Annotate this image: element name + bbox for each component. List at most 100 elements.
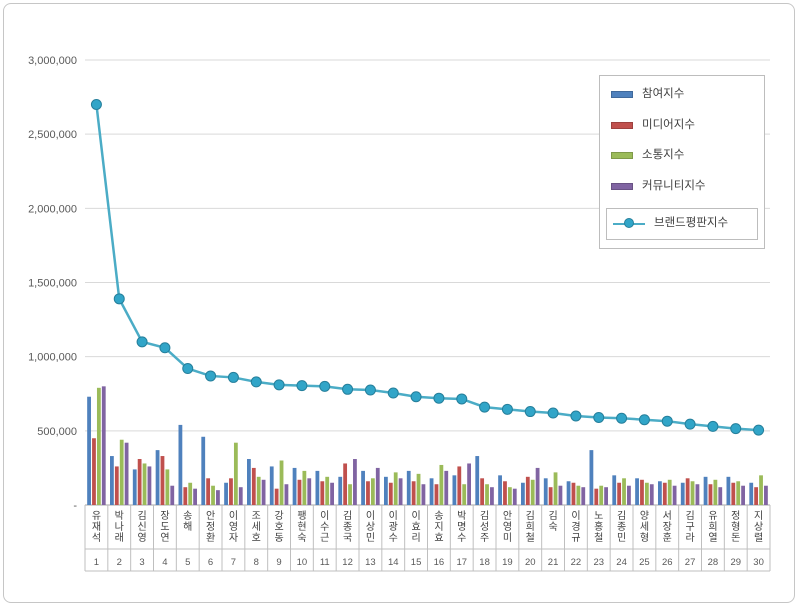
category-label: 숙 (297, 532, 306, 544)
bar-series-0 (566, 481, 571, 505)
line-marker (319, 380, 331, 392)
category-label: 상 (366, 521, 375, 533)
rank-label: 2 (117, 557, 122, 568)
line-marker (501, 403, 513, 415)
category-label: 지 (434, 521, 443, 533)
bar-series-1 (92, 438, 96, 505)
bar-series-0 (680, 482, 685, 505)
bar-series-2 (348, 484, 352, 505)
bar-series-3 (718, 487, 723, 505)
category-label: 호 (274, 521, 283, 533)
line-marker (90, 99, 102, 110)
category-label: 수 (389, 532, 398, 544)
category-label: 동 (274, 532, 283, 544)
category-label: 양 (640, 510, 649, 522)
line-marker (684, 418, 696, 430)
rank-label: 18 (479, 557, 490, 568)
bar-series-1 (160, 456, 165, 505)
bar-series-3 (353, 459, 357, 505)
category-label: 김 (480, 510, 489, 522)
category-label: 미 (503, 532, 512, 544)
bar-series-2 (188, 482, 193, 505)
category-label: 홍 (594, 520, 603, 533)
bar-series-0 (178, 424, 183, 505)
community-bar-swatch-icon (611, 182, 633, 190)
rank-label: 28 (708, 557, 719, 568)
rank-label: 8 (254, 557, 259, 568)
legend-label: 커뮤니티지수 (642, 179, 706, 192)
bar-series-0 (726, 476, 731, 505)
bar-series-3 (238, 487, 243, 505)
line-swatch-marker (624, 218, 634, 229)
line-marker (638, 414, 650, 426)
legend: 참여지수 미디어지수 소통지수 커뮤니티지수 브랜드평판지수 (599, 75, 765, 249)
y-axis-label: 500,000 (37, 426, 77, 438)
category-label: 종 (343, 521, 352, 533)
y-axis-label: 3,000,000 (28, 55, 77, 67)
bar-series-2 (302, 470, 307, 505)
category-label: 박 (457, 510, 466, 522)
category-label: 자 (229, 532, 238, 544)
bar-series-0 (269, 466, 274, 505)
bar-series-3 (649, 484, 654, 505)
line-marker (250, 376, 262, 388)
category-label: 훈 (663, 531, 672, 544)
bar-series-3 (512, 488, 517, 505)
line-marker (524, 406, 536, 418)
category-label: 라 (685, 532, 694, 544)
category-label: 김 (137, 510, 146, 522)
category-label: 김 (526, 510, 535, 522)
rank-label: 30 (753, 557, 764, 568)
bar-series-2 (690, 481, 695, 505)
category-label: 신 (137, 521, 146, 533)
bar-series-0 (338, 476, 343, 505)
bar-series-2 (576, 485, 581, 505)
bar-series-1 (754, 487, 759, 505)
line-marker (364, 384, 376, 396)
bar-series-2 (599, 485, 604, 505)
category-label: 효 (434, 532, 443, 544)
bar-series-1 (411, 481, 416, 505)
bar-series-1 (571, 482, 576, 505)
bar-series-1 (594, 488, 599, 505)
rank-label: 6 (208, 557, 213, 568)
bar-series-0 (224, 482, 228, 505)
y-axis-label: 1,000,000 (28, 352, 77, 364)
category-label: 연 (160, 532, 169, 544)
rank-label: 23 (593, 557, 604, 568)
bar-series-3 (216, 490, 220, 505)
bar-series-0 (475, 456, 480, 505)
rank-label: 3 (139, 557, 144, 568)
bar-series-2 (553, 472, 558, 505)
legend-item-community-index: 커뮤니티지수 (611, 179, 753, 193)
line-marker (433, 392, 445, 404)
category-label: 국 (343, 532, 352, 544)
line-marker (342, 383, 354, 395)
bar-series-2 (713, 479, 718, 505)
bar-series-2 (667, 479, 672, 505)
bar-series-2 (325, 476, 330, 505)
bar-series-3 (170, 485, 175, 505)
rank-label: 16 (434, 557, 445, 568)
bar-series-0 (315, 470, 320, 505)
legend-label: 브랜드평판지수 (654, 217, 729, 229)
category-label: 철 (594, 532, 603, 544)
category-label: 정 (731, 510, 740, 522)
legend-item-participation-index: 참여지수 (611, 88, 753, 101)
legend-label: 소통지수 (642, 149, 685, 161)
rank-label: 15 (411, 557, 422, 568)
bar-series-2 (759, 475, 763, 505)
line-marker (387, 387, 399, 399)
category-label: 주 (480, 533, 489, 544)
bar-series-0 (110, 456, 114, 505)
bar-series-3 (124, 442, 129, 505)
bar-series-0 (635, 478, 639, 505)
category-label: 성 (480, 521, 489, 533)
category-label: 김 (685, 510, 694, 522)
rank-label: 9 (276, 557, 281, 568)
category-label: 팽 (297, 510, 306, 522)
bar-series-2 (462, 484, 467, 505)
rank-label: 13 (365, 557, 376, 568)
bar-series-0 (361, 470, 365, 505)
